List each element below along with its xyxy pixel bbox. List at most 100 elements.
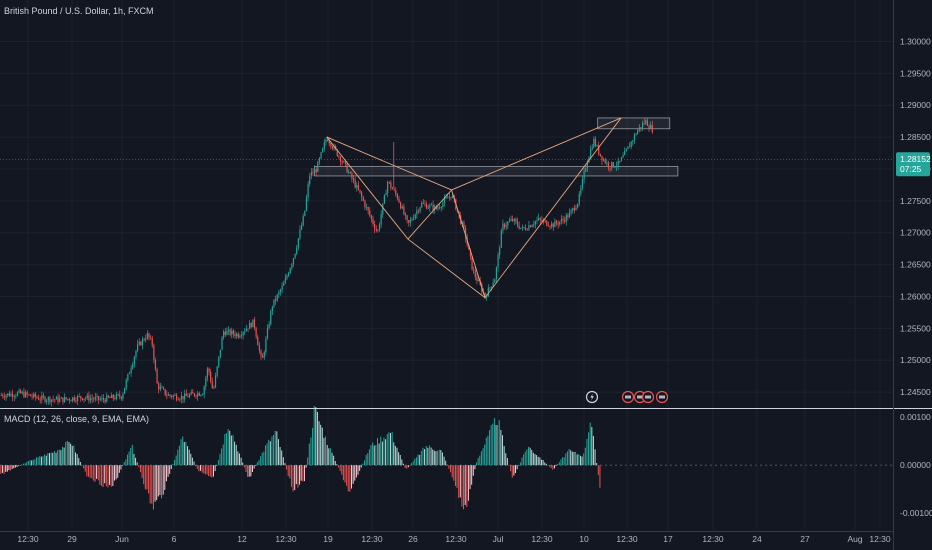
histogram-bar: [490, 425, 492, 466]
candle-body: [520, 227, 522, 229]
candle-body: [591, 147, 593, 150]
candle-body: [551, 223, 553, 227]
histogram-bar: [362, 463, 364, 466]
histogram-bar: [206, 465, 208, 475]
candle-body: [23, 392, 25, 397]
histogram-bar: [62, 446, 64, 466]
candle-body: [20, 390, 22, 394]
candle-body: [534, 221, 536, 225]
candle-body: [307, 184, 309, 198]
histogram-bar: [375, 445, 377, 466]
histogram-bar: [476, 462, 478, 466]
histogram-bar: [227, 429, 229, 466]
histogram-bar: [175, 455, 177, 466]
candle-body: [154, 359, 157, 370]
histogram-bar: [146, 465, 148, 490]
histogram-bar: [49, 453, 51, 466]
candle-body: [378, 224, 381, 230]
histogram-bar: [407, 465, 409, 468]
candle-body: [310, 172, 312, 177]
histogram-bar: [441, 452, 443, 466]
histogram-bar: [65, 441, 67, 466]
macd-tick-label: -0.00100: [900, 508, 932, 518]
candle-body: [437, 207, 439, 209]
histogram-bar: [463, 465, 465, 510]
histogram-bar: [347, 465, 349, 492]
histogram-bar: [498, 420, 500, 466]
candle-body: [229, 329, 231, 335]
candle-body: [541, 219, 543, 222]
histogram-bar: [185, 441, 187, 466]
histogram-bar: [135, 457, 137, 466]
candle-body: [326, 139, 329, 141]
histogram-bar: [563, 457, 565, 466]
pattern-leg: [407, 238, 486, 299]
histogram-bar: [248, 465, 250, 477]
histogram-bar: [440, 449, 442, 466]
candle-body: [577, 203, 579, 208]
candle-body: [276, 294, 278, 301]
candle-body: [632, 140, 634, 142]
candle-body: [268, 324, 270, 329]
candle-body: [112, 394, 114, 399]
candle-body: [505, 225, 507, 228]
histogram-bar: [334, 460, 336, 466]
histogram-bar: [74, 452, 76, 466]
candle-body: [187, 395, 189, 398]
x-tick-label: 17: [663, 534, 673, 544]
candle-body: [416, 210, 418, 215]
histogram-bar: [352, 465, 354, 484]
candle-body: [161, 386, 163, 388]
candle-body: [231, 330, 233, 335]
macd-title: MACD (12, 26, close, 9, EMA, EMA): [4, 414, 149, 424]
histogram-bar: [195, 465, 197, 466]
histogram-bar: [471, 465, 473, 485]
candle-body: [313, 169, 316, 173]
candle-body: [380, 214, 382, 225]
candle-body: [240, 335, 243, 337]
histogram-bar: [13, 465, 15, 469]
candle-body: [184, 393, 186, 400]
histogram-bar: [364, 460, 366, 466]
histogram-bar: [357, 465, 359, 475]
candle-body: [263, 351, 265, 358]
histogram-bar: [282, 457, 284, 466]
candle-body: [39, 399, 41, 401]
histogram-bar: [419, 455, 421, 466]
histogram-bar: [24, 463, 26, 466]
histogram-bar: [167, 465, 169, 477]
candle-body: [60, 397, 62, 399]
histogram-bar: [497, 425, 499, 466]
histogram-bar: [573, 452, 575, 466]
candle-body: [362, 197, 364, 201]
candle-body: [490, 286, 493, 288]
histogram-bar: [237, 451, 239, 466]
candle-body: [249, 322, 251, 330]
histogram-bar: [581, 456, 583, 466]
histogram-bar: [386, 433, 388, 466]
histogram-bar: [479, 455, 481, 466]
histogram-bar: [370, 445, 372, 466]
candle-body: [357, 185, 360, 190]
histogram-bar: [477, 458, 479, 466]
histogram-bar: [230, 435, 232, 466]
candle-body: [101, 398, 103, 400]
histogram-bar: [286, 465, 288, 470]
candle-body: [413, 218, 415, 220]
candle-body: [513, 219, 515, 221]
candle-body: [419, 207, 421, 212]
histogram-bar: [57, 450, 59, 466]
histogram-bar: [63, 447, 65, 466]
histogram-bar: [303, 465, 305, 482]
split-icon: [641, 390, 655, 404]
candle-body: [234, 334, 236, 337]
candle-body: [346, 163, 348, 173]
candle-body: [624, 151, 626, 156]
candle-body: [289, 268, 291, 274]
candle-body: [341, 161, 343, 163]
candle-body: [122, 393, 124, 399]
histogram-bar: [274, 430, 276, 466]
x-tick-label: 6: [172, 534, 177, 544]
candle-body: [99, 399, 101, 401]
